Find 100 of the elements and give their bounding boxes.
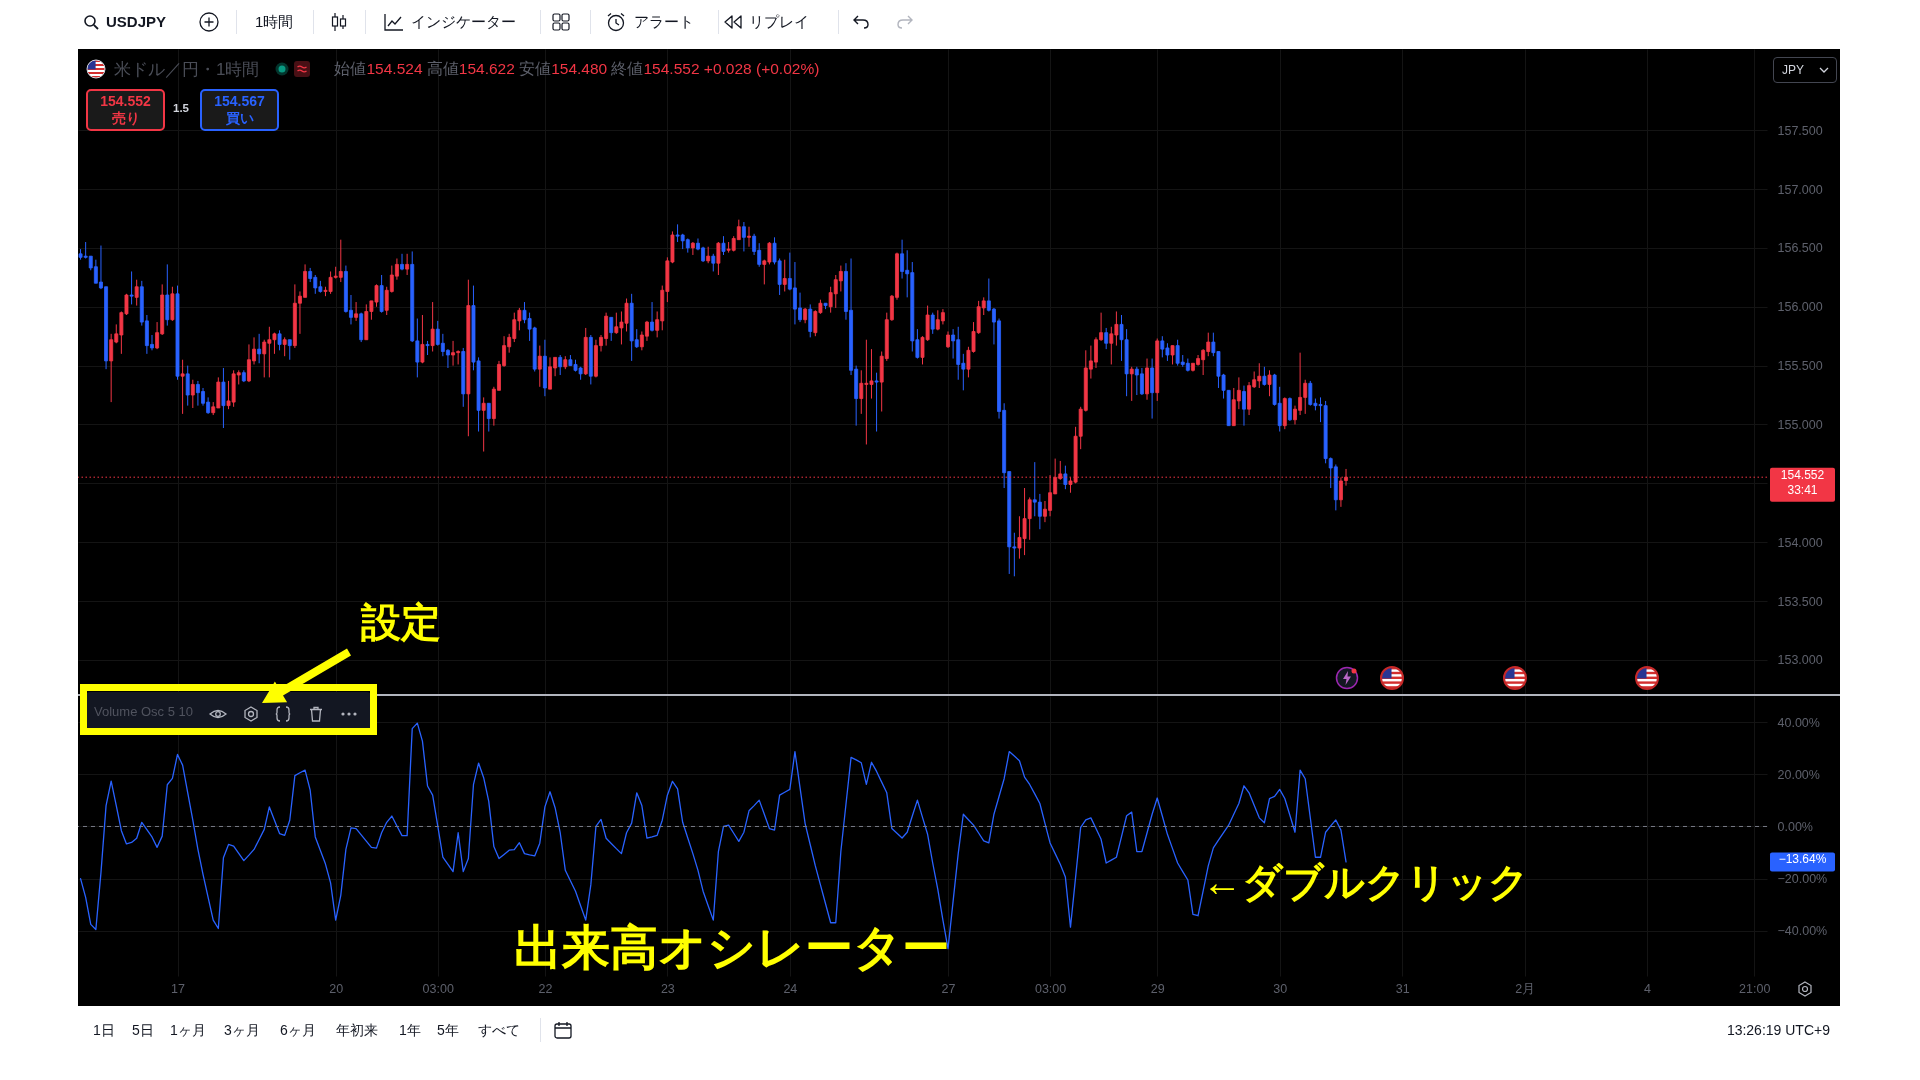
text: 1日 [93,1021,115,1039]
candlestick [400,253,404,271]
candlestick [690,241,695,256]
candlestick [486,402,491,433]
x-tick-label: 2月 [1515,981,1536,996]
candlestick [282,336,287,357]
x-tick-label: 17 [171,981,185,996]
annotation: 154.552 売り [99,93,152,127]
y-tick-label: 157.500 [1777,123,1823,138]
candlestick [180,359,185,415]
candlestick [1129,366,1134,402]
annotation: ←ダブルクリック [1202,860,1529,904]
text: アラート [634,12,694,32]
candlestick [430,301,435,352]
x-tick-label: 20 [329,981,344,996]
candlestick [721,235,726,256]
candlestick [405,253,410,276]
candlestick [1170,345,1175,365]
text: 1年 [399,1021,421,1039]
candlestick [874,372,879,433]
candlestick [1063,465,1068,490]
candlestick [221,367,226,429]
x-tick-label: 29 [1150,981,1165,996]
y-tick-label: 153.500 [1777,594,1823,609]
candlestick [190,379,195,409]
y-tick-label: 20.00% [1777,767,1820,782]
x-tick-label: 03:00 [1034,981,1067,996]
candlestick [900,239,905,280]
text: 13:26:19 UTC+9 [1726,1021,1830,1039]
x-tick-label: 23 [660,981,675,996]
text: 1ヶ月 [170,1021,206,1039]
candlestick [287,339,292,361]
candlestick [650,301,654,332]
x-tick-label: 31 [1395,981,1410,996]
candlestick [1037,493,1042,530]
candlestick [1267,369,1272,397]
candlestick [109,333,114,403]
annotation: 154.567 買い [213,93,266,127]
candlestick [609,316,614,342]
y-tick-label: 154.000 [1777,535,1823,550]
y-tick-label: 153.000 [1777,653,1823,668]
text: 5日 [132,1021,154,1039]
x-tick-label: 22 [538,981,553,996]
candlestick [129,270,134,305]
candlestick [338,239,343,283]
y-tick-label: 155.000 [1777,417,1823,432]
annotation: 出来高オシレーター [514,921,950,974]
text: リプレイ [749,12,809,32]
candlestick [134,279,139,307]
candlestick [558,354,563,376]
text: インジケーター [411,12,516,32]
candlestick [1139,367,1144,396]
annotation: 設定 [361,600,441,644]
candlestick [1262,366,1267,387]
candlestick [716,241,721,276]
candlestick [782,259,787,292]
y-tick-label: −20.00% [1777,872,1828,887]
x-tick-label: 03:00 [422,981,454,996]
x-tick-label: 4 [1644,981,1652,996]
candlestick [354,301,359,322]
y-tick-label: 40.00% [1777,715,1820,730]
text: 3ヶ月 [224,1021,260,1039]
text: 1時間 [255,12,294,32]
x-tick-label: 21:00 [1739,981,1771,996]
candlestick [277,329,282,351]
x-tick-label: 30 [1273,981,1288,996]
candlestick [741,221,746,252]
candlestick [481,396,486,453]
text: 年初来 [336,1021,378,1039]
y-tick-label: 156.000 [1777,300,1823,315]
annotation: 1.5 [172,101,190,115]
text: すべて [478,1021,520,1039]
y-tick-label: 157.000 [1777,182,1823,197]
candlestick [257,333,262,364]
y-tick-label: 0.00% [1777,819,1813,834]
text: 6ヶ月 [280,1021,316,1039]
text: USDJPY [106,12,167,32]
y-tick-label: 156.500 [1777,241,1823,256]
candlestick [1104,327,1109,350]
text: 始値154.524 高値154.622 安値154.480 終値154.552 +0.028 (+0.02%) [334,59,820,77]
sell-button: 154.552 売り [86,89,165,131]
y-tick-label: 155.500 [1777,359,1823,374]
candlestick [1287,396,1292,422]
candlestick [930,312,935,335]
candlestick [747,226,751,248]
dropdown: JPY [1773,57,1837,83]
candlestick [1242,385,1246,427]
candlestick [185,365,190,407]
x-tick-label: 27 [941,981,956,996]
x-tick-label: 24 [783,981,798,996]
candlestick [420,314,425,364]
text: −13.64% [1778,852,1827,867]
text: 米ドル／円・1時間 [114,58,260,81]
y-tick-label: −40.00% [1777,924,1828,939]
candlestick [808,303,813,338]
candlestick [537,345,542,388]
ref-line-label: 154.552 33:41 [1780,467,1825,497]
text: 5年 [437,1021,459,1039]
buy-button: 154.567 買い [200,89,279,131]
candlestick [838,265,843,292]
